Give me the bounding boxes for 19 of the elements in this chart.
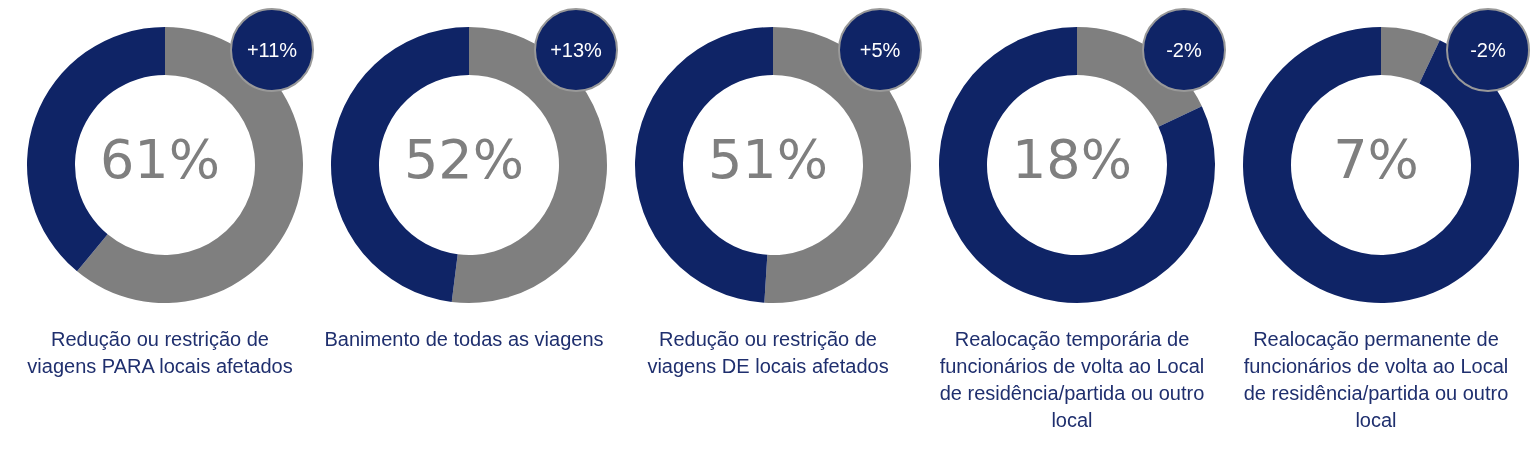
text: Redução ou restrição de viagens DE locais afetados xyxy=(646,327,890,379)
text: Redução ou restrição de viagens PARA locais afetados xyxy=(26,327,294,379)
text: 52% xyxy=(403,127,525,193)
badge-circle: +5% xyxy=(838,8,922,92)
text: Realocação permanente de funcionários de volta ao Local de residência/partida ou outro local xyxy=(1242,327,1510,433)
donut-slice xyxy=(1243,27,1519,303)
text: 7% xyxy=(1332,127,1420,193)
donut-slice xyxy=(77,27,303,303)
badge-circle: +11% xyxy=(230,8,314,92)
text: 18% xyxy=(1011,127,1133,193)
text: 51% xyxy=(707,127,829,193)
badge-circle: -2% xyxy=(1446,8,1530,92)
donut-slice xyxy=(1381,27,1440,84)
badge-circle: +13% xyxy=(534,8,618,92)
badge-circle: -2% xyxy=(1142,8,1226,92)
text: Banimento de todas as viagens xyxy=(323,327,605,352)
text: Realocação temporária de funcionários de volta ao Local de residência/partida ou outro local xyxy=(938,327,1206,433)
donut-slice xyxy=(939,27,1215,303)
text: 61% xyxy=(99,127,221,193)
